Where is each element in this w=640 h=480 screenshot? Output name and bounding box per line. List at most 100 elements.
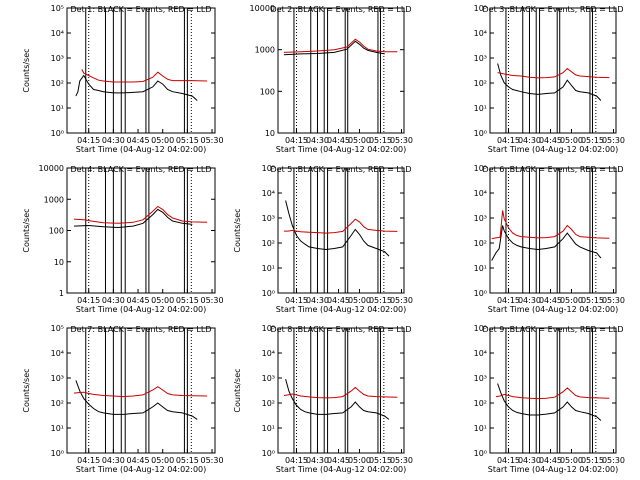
x-tick-label: 05:15 xyxy=(581,456,604,465)
y-tick-label: 10⁵ xyxy=(262,164,275,173)
y-tick-label: 10² xyxy=(474,79,487,88)
y-axis-label: Counts/sec xyxy=(22,368,31,412)
x-tick-label: 05:30 xyxy=(390,456,413,465)
x-tick-label: 05:15 xyxy=(369,296,392,305)
x-tick-label: 04:15 xyxy=(285,296,308,305)
events-series-line xyxy=(73,208,193,229)
y-tick-label: 10³ xyxy=(51,54,64,63)
y-tick-label: 10² xyxy=(51,399,64,408)
x-tick-label: 05:30 xyxy=(390,296,413,305)
chart-panel-5: 10⁰10¹10²10³10⁴10⁵04:1504:3004:4505:0005… xyxy=(233,164,413,314)
panel-title: Det 4: BLACK = Events, RED = LLD xyxy=(71,165,212,174)
y-tick-label: 10⁰ xyxy=(474,129,487,138)
panel-title: Det 8: BLACK = Events, RED = LLD xyxy=(271,325,412,334)
y-tick-label: 100 xyxy=(49,227,64,236)
y-axis-label: Counts/sec xyxy=(233,208,242,252)
x-tick-label: 04:45 xyxy=(327,296,350,305)
panel-title: Det 1: BLACK = Events, RED = LLD xyxy=(71,5,212,14)
y-tick-label: 10¹ xyxy=(262,424,275,433)
y-tick-label: 10⁴ xyxy=(51,349,64,358)
events-series-line xyxy=(283,40,385,56)
plot-frame xyxy=(66,327,216,454)
y-tick-label: 10⁰ xyxy=(474,289,487,298)
y-tick-label: 10 xyxy=(54,258,64,267)
x-axis-label: Start Time (04-Aug-12 04:02:00) xyxy=(488,465,619,474)
y-tick-label: 10¹ xyxy=(51,104,64,113)
plot-frame xyxy=(489,167,617,294)
x-tick-label: 04:45 xyxy=(539,296,562,305)
chart-panel-8: 10⁰10¹10²10³10⁴10⁵04:1504:3004:4505:0005… xyxy=(233,324,413,474)
x-tick-label: 05:00 xyxy=(560,456,583,465)
x-axis-label: Start Time (04-Aug-12 04:02:00) xyxy=(76,465,207,474)
x-axis-label: Start Time (04-Aug-12 04:02:00) xyxy=(488,145,619,154)
x-tick-label: 05:30 xyxy=(390,136,413,145)
x-tick-label: 05:15 xyxy=(581,296,604,305)
x-tick-label: 05:15 xyxy=(176,136,199,145)
lld-series-line xyxy=(73,205,208,224)
y-axis-label: Counts/sec xyxy=(22,208,31,252)
x-tick-label: 04:30 xyxy=(306,456,329,465)
x-axis-label: Start Time (04-Aug-12 04:02:00) xyxy=(276,145,407,154)
events-series-line xyxy=(285,378,390,420)
y-tick-label: 10⁰ xyxy=(474,449,487,458)
y-tick-label: 10² xyxy=(474,399,487,408)
chart-panel-2: 10 100 1000 10000 04:1504:3004:4505:0005:150… xyxy=(250,4,413,154)
x-tick-label: 05:30 xyxy=(201,136,224,145)
x-tick-label: 04:15 xyxy=(285,456,308,465)
x-tick-label: 04:30 xyxy=(518,456,541,465)
x-tick-label: 04:15 xyxy=(497,296,520,305)
y-tick-label: 10⁴ xyxy=(262,349,275,358)
x-axis-label: Start Time (04-Aug-12 04:02:00) xyxy=(276,465,407,474)
x-tick-label: 05:00 xyxy=(560,296,583,305)
y-tick-label: 10² xyxy=(262,399,275,408)
y-tick-label: 100 xyxy=(260,87,275,96)
x-tick-label: 05:15 xyxy=(176,456,199,465)
y-tick-label: 10⁴ xyxy=(474,189,487,198)
y-tick-label: 10⁰ xyxy=(51,449,64,458)
x-axis-label: Start Time (04-Aug-12 04:02:00) xyxy=(488,305,619,314)
x-tick-label: 04:30 xyxy=(102,296,125,305)
y-axis-label: Counts/sec xyxy=(22,48,31,92)
chart-panel-6: 10⁰10¹10²10³10⁴10⁵04:1504:3004:4505:0005… xyxy=(474,164,625,314)
x-tick-label: 04:15 xyxy=(77,456,100,465)
plot-frame xyxy=(277,167,405,294)
events-series-line xyxy=(491,225,602,261)
y-tick-label: 10³ xyxy=(51,374,64,383)
y-tick-label: 10⁰ xyxy=(51,129,64,138)
y-tick-label: 10¹ xyxy=(51,424,64,433)
x-tick-label: 04:45 xyxy=(127,296,150,305)
x-tick-label: 04:15 xyxy=(77,136,100,145)
x-tick-label: 05:30 xyxy=(602,456,625,465)
x-tick-label: 04:15 xyxy=(285,136,308,145)
panel-title: Det 5: BLACK = Events, RED = LLD xyxy=(271,165,412,174)
plot-frame xyxy=(277,327,405,454)
x-tick-label: 04:30 xyxy=(102,136,125,145)
x-tick-label: 04:45 xyxy=(327,456,350,465)
events-series-line xyxy=(497,383,602,421)
y-tick-label: 10⁴ xyxy=(51,29,64,38)
y-tick-label: 10⁵ xyxy=(474,324,487,333)
y-tick-label: 10⁴ xyxy=(474,349,487,358)
x-tick-label: 04:45 xyxy=(127,136,150,145)
x-tick-label: 04:30 xyxy=(306,136,329,145)
y-tick-label: 10¹ xyxy=(474,424,487,433)
x-tick-label: 05:00 xyxy=(348,296,371,305)
x-tick-label: 04:15 xyxy=(77,296,100,305)
y-tick-label: 10³ xyxy=(474,214,487,223)
x-tick-label: 05:00 xyxy=(151,136,174,145)
lld-series-line xyxy=(81,69,208,83)
y-tick-label: 10⁰ xyxy=(262,289,275,298)
x-tick-label: 05:30 xyxy=(602,296,625,305)
lld-series-line xyxy=(497,67,610,79)
x-tick-label: 04:45 xyxy=(539,136,562,145)
x-tick-label: 05:00 xyxy=(151,296,174,305)
events-series-line xyxy=(497,63,602,101)
y-tick-label: 1000 xyxy=(44,195,64,204)
panel-title: Det 2: BLACK = Events, RED = LLD xyxy=(271,5,412,14)
y-tick-label: 10³ xyxy=(474,54,487,63)
y-tick-label: 10¹ xyxy=(474,264,487,273)
x-tick-label: 05:30 xyxy=(201,456,224,465)
x-tick-label: 04:30 xyxy=(518,136,541,145)
